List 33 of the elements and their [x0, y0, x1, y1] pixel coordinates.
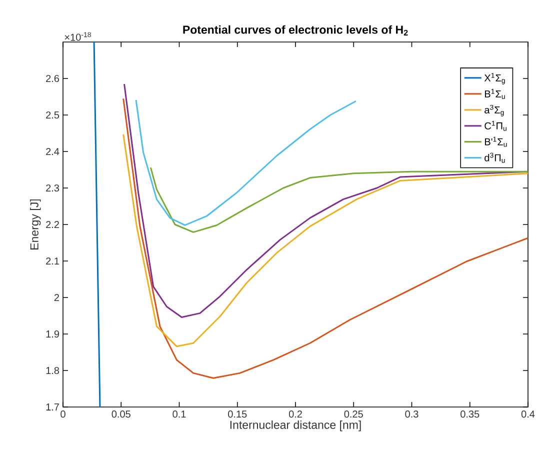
legend-label: B$^{1}$Σ$_{u}$ — [484, 88, 505, 99]
y-axis-title: Energy [J] — [30, 199, 41, 250]
line-series — [122, 98, 528, 379]
y-tick-label: 2.5 — [46, 111, 60, 119]
x-tick-label: 0.4 — [521, 410, 535, 418]
x-tick-label: 0.3 — [405, 410, 418, 418]
legend-label: d$^{3}$Π$_{u}$ — [484, 152, 505, 163]
y-tick-label: 2.6 — [46, 74, 60, 82]
line-series — [122, 134, 528, 348]
y-tick-label: 2.4 — [46, 148, 60, 155]
text: ×10$^{-18}$ — [64, 32, 91, 41]
chart-title: Potential curves of electronic levels of H$_{2}$ — [183, 25, 408, 36]
x-tick-label: 0.2 — [288, 410, 302, 418]
y-tick-label: 1.8 — [46, 366, 60, 374]
x-tick-label: 0 — [60, 410, 66, 418]
x-tick-label: 0.35 — [460, 410, 480, 418]
legend-label: a$^{3}$Σ$_{g}$ — [484, 104, 504, 116]
y-tick-label: 1.9 — [46, 330, 60, 338]
line-series — [150, 166, 528, 233]
x-tick-label: 0.1 — [172, 410, 186, 418]
y-tick-label: 1.7 — [46, 404, 59, 410]
y-tick-label: 2.3 — [46, 184, 60, 192]
line-series — [135, 99, 357, 226]
y-tick-label: 2.1 — [46, 258, 59, 264]
x-tick-label: 0.15 — [228, 410, 247, 418]
legend-label: X$^{1}$Σ$_{g}$ — [484, 72, 505, 84]
x-tick-label: 0.05 — [112, 410, 130, 418]
legend-label: C$^{1}$Π$_{u}$ — [484, 120, 506, 131]
y-tick-label: 2 — [54, 294, 59, 301]
x-tick-label: 0.25 — [344, 410, 363, 418]
y-tick-label: 2.2 — [46, 221, 59, 228]
legend-label: B'$^{1}$Σ$_{u}$ — [484, 136, 507, 147]
x-axis-title: Internuclear distance [nm] — [230, 420, 361, 432]
